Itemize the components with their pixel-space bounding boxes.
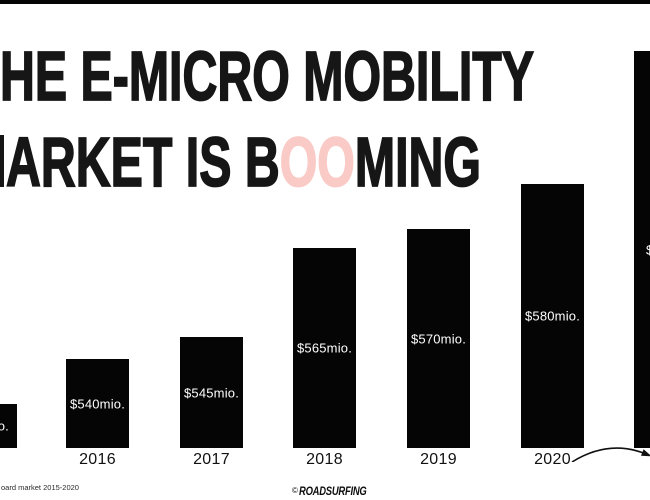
bar-value-label: $570mio. — [410, 331, 467, 346]
bar-clipped-left: o. — [0, 404, 17, 448]
bar-value-label: $580mio. — [524, 308, 581, 324]
bar-2019: $570mio. — [407, 229, 470, 448]
year-label-2020: 2020 — [534, 451, 571, 468]
headline-line-1: HE E-MICRO MOBILITY — [0, 37, 535, 115]
headline-line-2-post: MING — [354, 123, 481, 201]
bar-value-label: $565mio. — [296, 340, 353, 356]
year-label-2017: 2017 — [193, 451, 230, 468]
bar-2016: $540mio. — [66, 359, 129, 448]
headline-line-2-pre: ARKET IS B — [5, 123, 280, 201]
bar-value-label: o. — [0, 418, 9, 434]
year-label-2016: 2016 — [79, 451, 116, 468]
bar-value-label: $540mio. — [69, 396, 126, 411]
bar-2020: $580mio. — [521, 184, 584, 448]
year-label-2018: 2018 — [306, 451, 343, 468]
bar-value-label: $ — [646, 242, 650, 257]
bar-value-label: $545mio. — [183, 385, 240, 400]
clipped-letter-sliver — [0, 135, 4, 187]
year-label-2019: 2019 — [420, 451, 457, 468]
bar-2017: $545mio. — [180, 337, 243, 448]
top-border-strip — [0, 0, 650, 4]
growth-arrow-icon — [571, 447, 650, 462]
copyright-symbol: © — [292, 486, 298, 495]
source-note: oard market 2015-2020 — [1, 483, 79, 492]
headline-line-2: ARKET IS BOOMING — [5, 126, 481, 198]
bar-2018: $565mio. — [293, 248, 356, 448]
copyright-credit: ©ROADSURFING — [292, 482, 381, 500]
bar-clipped-right: $ — [634, 51, 650, 448]
copyright-brand-name: ROADSURFING — [298, 486, 367, 498]
headline-accent-oo: OO — [279, 123, 355, 201]
